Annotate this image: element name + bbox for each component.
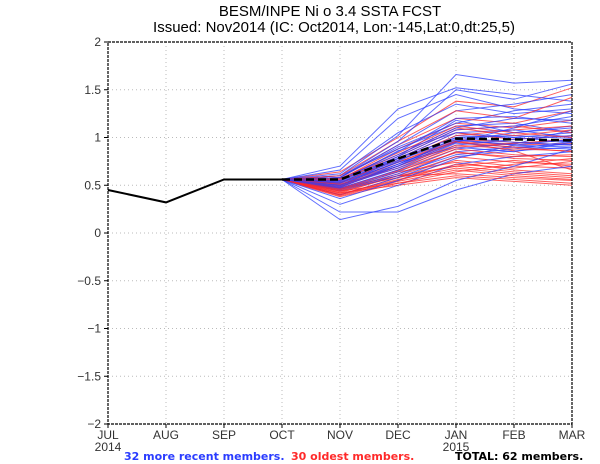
grid xyxy=(108,42,572,424)
member-line-recent xyxy=(281,83,573,180)
y-tick-label: 0 xyxy=(94,226,101,240)
member-line-oldest xyxy=(281,177,573,194)
member-line-recent xyxy=(281,165,573,213)
y-tick-label: 1 xyxy=(94,131,101,145)
member-line-oldest xyxy=(281,160,573,196)
y-tick-label: −0.5 xyxy=(77,274,101,288)
y-tick-label: 2 xyxy=(94,35,101,49)
member-line-recent xyxy=(281,119,573,184)
x-tick-label: NOV xyxy=(327,428,353,442)
y-tick-label: 0.5 xyxy=(84,178,101,192)
x-tick-label: FEB xyxy=(502,428,525,442)
x-tick-label: SEP xyxy=(212,428,236,442)
member-line-oldest xyxy=(281,148,573,190)
x-year-label: 2014 xyxy=(95,440,122,454)
member-line-oldest xyxy=(281,161,573,191)
ensemble-mean-line xyxy=(282,137,573,181)
legend-recent: 32 more recent members. xyxy=(124,450,285,463)
member-line-recent xyxy=(281,138,573,200)
y-tick-label: −2 xyxy=(87,417,101,431)
member-line-recent xyxy=(281,136,573,188)
member-line-recent xyxy=(281,110,573,186)
y-axis: −2 −1.5 −1 −0.5 0 0.5 1 1.5 2 xyxy=(77,35,108,431)
x-tick-label: MAR xyxy=(559,428,586,442)
member-line-recent xyxy=(281,138,573,183)
x-tick-label: JUL xyxy=(97,428,119,442)
member-line-recent xyxy=(281,103,573,180)
member-line-oldest xyxy=(281,87,573,180)
x-axis: JUL AUG SEP OCT NOV DEC JAN FEB MAR 2014 2015 xyxy=(95,424,586,454)
x-tick-label: DEC xyxy=(385,428,411,442)
x-year-label: 2015 xyxy=(443,440,470,454)
y-tick-label: 1.5 xyxy=(84,83,101,97)
ensemble-members xyxy=(281,73,573,221)
x-tick-label: AUG xyxy=(153,428,179,442)
member-line-oldest xyxy=(281,96,573,180)
observed-line xyxy=(107,178,282,204)
member-line-recent xyxy=(281,93,573,180)
member-line-recent xyxy=(281,87,573,180)
y-tick-label: −1.5 xyxy=(77,369,101,383)
chart-title: BESM/INPE Ni o 3.4 SSTA FCST xyxy=(219,3,441,20)
legend-total: TOTAL: 62 members. xyxy=(455,450,583,463)
member-line-oldest xyxy=(281,167,573,195)
member-line-recent xyxy=(281,148,573,221)
member-line-oldest xyxy=(281,175,573,192)
member-line-oldest xyxy=(281,169,573,197)
y-tick-label: −1 xyxy=(87,322,101,336)
legend-oldest: 30 oldest members. xyxy=(291,450,414,463)
main-lines xyxy=(107,137,573,204)
x-tick-label: JAN xyxy=(445,428,468,442)
member-line-recent xyxy=(281,129,573,182)
x-tick-label: OCT xyxy=(269,428,295,442)
chart-subtitle: Issued: Nov2014 (IC: Oct2014, Lon:-145,L… xyxy=(153,19,515,36)
